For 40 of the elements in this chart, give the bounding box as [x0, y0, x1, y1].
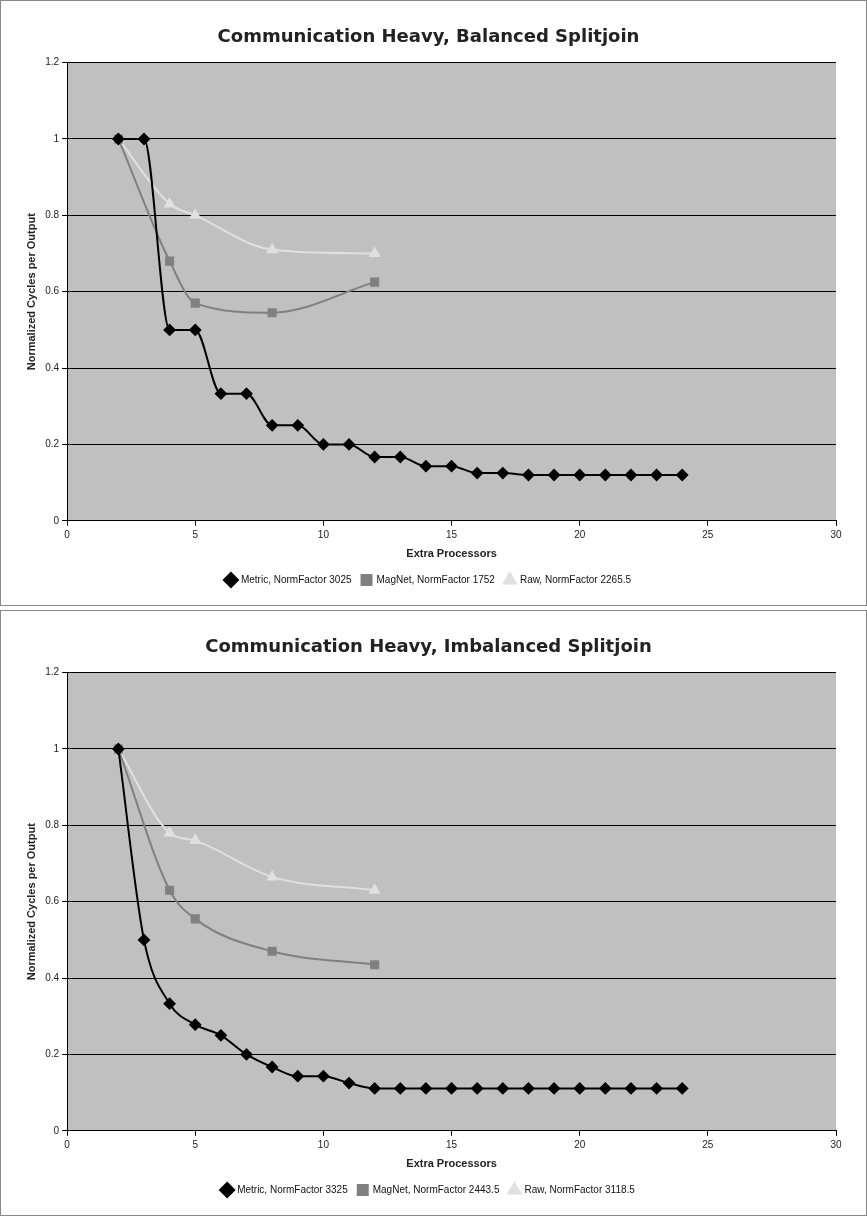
legend-label: Metric, NormFactor 3325 [237, 1183, 349, 1195]
x-tick-label: 30 [830, 1138, 842, 1150]
x-tick-label: 10 [317, 1138, 330, 1150]
x-tick-label: 30 [830, 528, 842, 540]
x-tick-label: 25 [702, 528, 714, 540]
legend-label: Metric, NormFactor 3025 [240, 573, 352, 585]
y-tick-label: 0.2 [45, 1048, 60, 1060]
x-tick-label: 0 [64, 1138, 71, 1150]
x-tick-label: 0 [64, 528, 71, 540]
y-tick-label: 1.2 [45, 56, 60, 68]
legend-label: MagNet, NormFactor 1752 [376, 573, 496, 585]
y-tick-label: 0.4 [45, 361, 60, 373]
legend-label: Raw, NormFactor 3118.5 [524, 1183, 636, 1195]
x-tick-label: 15 [445, 1138, 458, 1150]
x-tick-label: 20 [574, 528, 586, 540]
y-axis-title: Normalized Cycles per Output [24, 822, 37, 981]
x-tick-label: 20 [574, 1138, 586, 1150]
y-tick-label: 0.8 [45, 819, 60, 831]
x-tick-label: 5 [192, 528, 199, 540]
y-axis-title: Normalized Cycles per Output [24, 212, 37, 371]
y-tick-label: 0.2 [45, 438, 60, 450]
x-tick-label: 15 [445, 528, 458, 540]
chart-title: Communication Heavy, Imbalanced Splitjoin [205, 635, 652, 657]
x-tick-label: 10 [317, 528, 330, 540]
y-tick-label: 0.4 [45, 971, 60, 983]
y-tick-label: 0 [53, 1124, 60, 1136]
y-tick-label: 1 [53, 132, 60, 144]
y-tick-label: 0 [53, 514, 60, 526]
x-tick-label: 5 [192, 1138, 199, 1150]
x-axis-title: Extra Processors [406, 1157, 497, 1170]
x-axis-title: Extra Processors [406, 547, 497, 560]
legend-label: MagNet, NormFactor 2443.5 [372, 1183, 500, 1195]
x-tick-label: 25 [702, 1138, 714, 1150]
legend-label: Raw, NormFactor 2265.5 [519, 573, 632, 585]
y-tick-label: 0.6 [45, 895, 60, 907]
chart-title: Communication Heavy, Balanced Splitjoin [217, 25, 640, 47]
y-tick-label: 0.8 [45, 209, 60, 221]
y-tick-label: 1 [53, 742, 60, 754]
y-tick-label: 0.6 [45, 285, 60, 297]
y-tick-label: 1.2 [45, 666, 60, 678]
